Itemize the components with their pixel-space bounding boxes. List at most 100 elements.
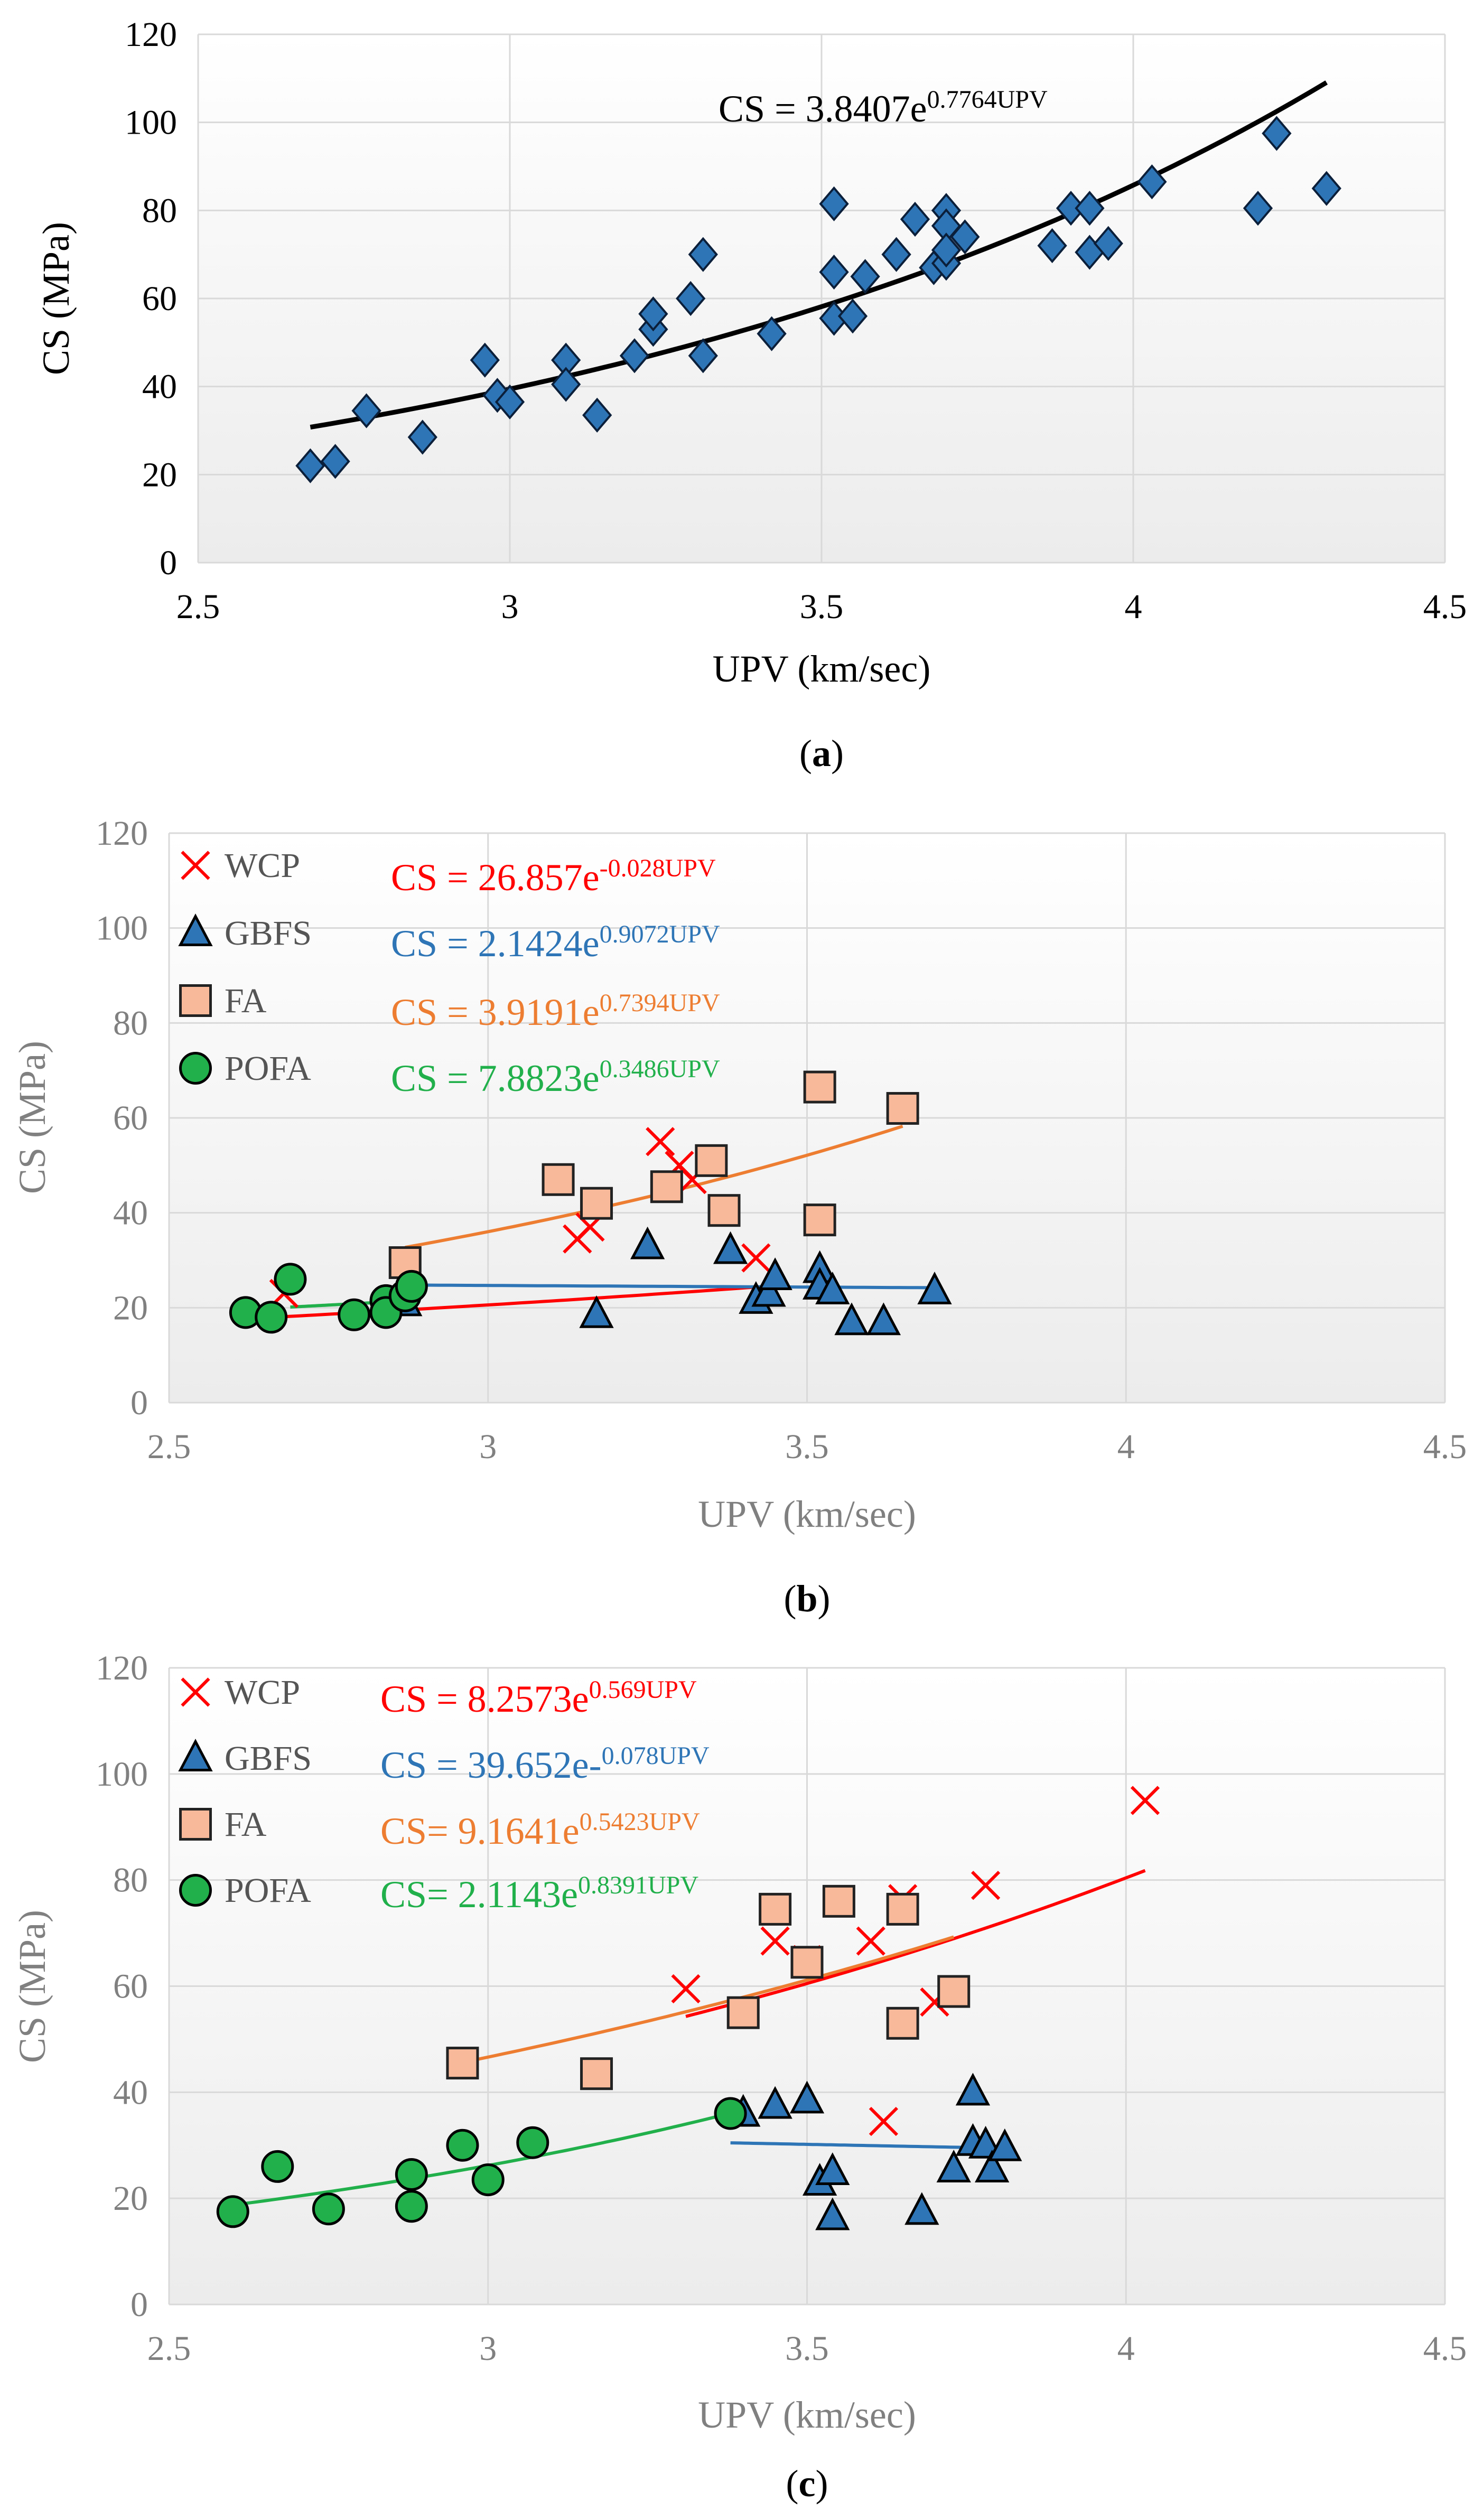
y-axis-title: CS (MPa) xyxy=(11,1041,53,1194)
data-point-data xyxy=(881,237,911,272)
legend-marker-wcp xyxy=(181,851,210,880)
series-gbfs xyxy=(388,1226,952,1336)
trend-equation-wcp: CS = 26.857e-0.028UPV xyxy=(391,854,716,899)
figure-caption: (b) xyxy=(784,1578,830,1620)
data-point-fa xyxy=(886,1892,919,1926)
y-axis-title: CS (MPa) xyxy=(11,1910,53,2063)
data-point-pofa xyxy=(446,2129,479,2162)
series-fa xyxy=(388,1070,919,1279)
legend-label-fa: FA xyxy=(225,1805,267,1844)
x-tick-label: 3.5 xyxy=(785,1427,829,1466)
y-tick-label: 0 xyxy=(160,544,177,582)
y-tick-label: 80 xyxy=(113,1861,148,1900)
figure-caption: (a) xyxy=(799,732,844,774)
data-point-data xyxy=(470,342,500,378)
legend-item-wcp: WCP xyxy=(181,1673,300,1712)
y-tick-label: 0 xyxy=(130,1384,148,1422)
trend-equation-pofa: CS= 2.1143e0.8391UPV xyxy=(380,1871,698,1916)
data-point-data xyxy=(850,259,880,294)
data-point-data xyxy=(1037,228,1067,264)
data-point-gbfs xyxy=(758,2086,792,2119)
data-point-fa xyxy=(937,1975,971,2008)
data-point-gbfs xyxy=(987,2128,1022,2161)
data-point-gbfs xyxy=(866,1302,901,1336)
data-point-pofa xyxy=(312,2192,345,2226)
data-point-data xyxy=(837,298,868,334)
chart-b: 0 20 40 60 80 100 120 2.5 3 3.5 4 4.5 UPV (km/sec) CS… xyxy=(11,814,1467,1620)
y-tick-label: 20 xyxy=(142,455,177,494)
data-point-data xyxy=(1311,171,1341,206)
data-point-data xyxy=(407,419,437,455)
legend-marker-wcp xyxy=(181,1677,210,1707)
x-tick-label: 4.5 xyxy=(1423,1427,1467,1466)
legend-item-fa: FA xyxy=(179,1805,267,1844)
data-point-data xyxy=(351,393,381,428)
data-point-data xyxy=(819,254,849,290)
data-point-pofa xyxy=(395,2158,428,2191)
y-tick-label: 60 xyxy=(113,1967,148,2006)
legend-marker-fa xyxy=(179,1808,212,1841)
figure-caption: (c) xyxy=(786,2462,828,2505)
data-point-gbfs xyxy=(630,1226,665,1259)
data-point-gbfs xyxy=(789,2080,825,2114)
data-point-fa xyxy=(790,1946,824,1979)
data-point-data xyxy=(688,237,718,272)
x-tick-label: 3 xyxy=(501,587,519,626)
data-point-pofa xyxy=(395,2190,428,2223)
data-point-gbfs xyxy=(815,1272,850,1304)
data-point-data xyxy=(1075,191,1105,226)
data-point-pofa xyxy=(516,2126,549,2159)
legend-marker-gbfs xyxy=(178,913,213,946)
legend-item-gbfs: GBFS xyxy=(178,913,312,953)
legend-label-wcp: WCP xyxy=(225,1673,300,1712)
data-point-fa xyxy=(886,1092,919,1125)
data-point-gbfs xyxy=(904,2192,939,2225)
data-point-data xyxy=(495,384,525,419)
data-point-data xyxy=(619,338,650,374)
data-point-pofa xyxy=(261,2150,294,2183)
y-tick-label: 20 xyxy=(113,2179,148,2218)
data-point-fa xyxy=(650,1170,683,1203)
y-tick-label: 20 xyxy=(113,1289,148,1327)
x-tick-label: 4 xyxy=(1117,1427,1135,1466)
series-fa xyxy=(446,1884,971,2090)
y-tick-label: 120 xyxy=(96,814,148,853)
data-point-fa xyxy=(886,2006,919,2040)
data-point-data xyxy=(1243,191,1273,226)
data-point-wcp xyxy=(971,1871,1001,1900)
trend-equation-wcp: CS = 8.2573e0.569UPV xyxy=(380,1676,697,1720)
data-point-pofa xyxy=(471,2163,505,2197)
data-point-gbfs xyxy=(751,1274,786,1307)
legend-label-gbfs: GBFS xyxy=(225,914,312,953)
y-tick-label: 120 xyxy=(125,15,177,54)
data-point-fa xyxy=(803,1203,836,1237)
legend-item-fa: FA xyxy=(179,982,267,1020)
legend-label-pofa: POFA xyxy=(225,1049,311,1088)
trend-equation-pofa: CS = 7.8823e0.3486UPV xyxy=(391,1055,720,1099)
series-pofa xyxy=(216,2097,747,2228)
data-point-wcp xyxy=(869,2106,899,2136)
data-point-fa xyxy=(759,1892,792,1926)
data-point-gbfs xyxy=(815,2152,850,2185)
data-point-data xyxy=(688,338,718,374)
x-tick-label: 3 xyxy=(479,1427,497,1466)
y-tick-label: 80 xyxy=(142,191,177,230)
x-tick-label: 3 xyxy=(479,2329,497,2368)
data-point-gbfs xyxy=(758,1257,792,1290)
data-point-data xyxy=(320,444,350,479)
chart-c: 0 20 40 60 80 100 120 2.5 3 3.5 4 4.5 UPV (km/sec) CS… xyxy=(11,1649,1467,2505)
data-point-fa xyxy=(580,1187,613,1220)
trend-equation-fa: CS = 3.9191e0.7394UPV xyxy=(391,989,720,1033)
data-point-pofa xyxy=(274,1263,307,1296)
chart-panel-a: 0 20 40 60 80 100 120 2.5 3 3.5 4 4.5 UPV (km/sec) CS… xyxy=(0,0,1483,792)
data-point-gbfs xyxy=(955,2073,991,2106)
data-point-pofa xyxy=(216,2195,249,2228)
data-point-data xyxy=(819,186,849,221)
data-point-fa xyxy=(446,2047,479,2080)
data-point-data xyxy=(1262,116,1292,151)
data-point-gbfs xyxy=(815,2197,850,2230)
data-point-wcp xyxy=(671,1974,701,2004)
data-point-gbfs xyxy=(917,1272,952,1304)
x-axis-title: UPV (km/sec) xyxy=(713,648,931,690)
y-tick-label: 40 xyxy=(113,1194,148,1233)
